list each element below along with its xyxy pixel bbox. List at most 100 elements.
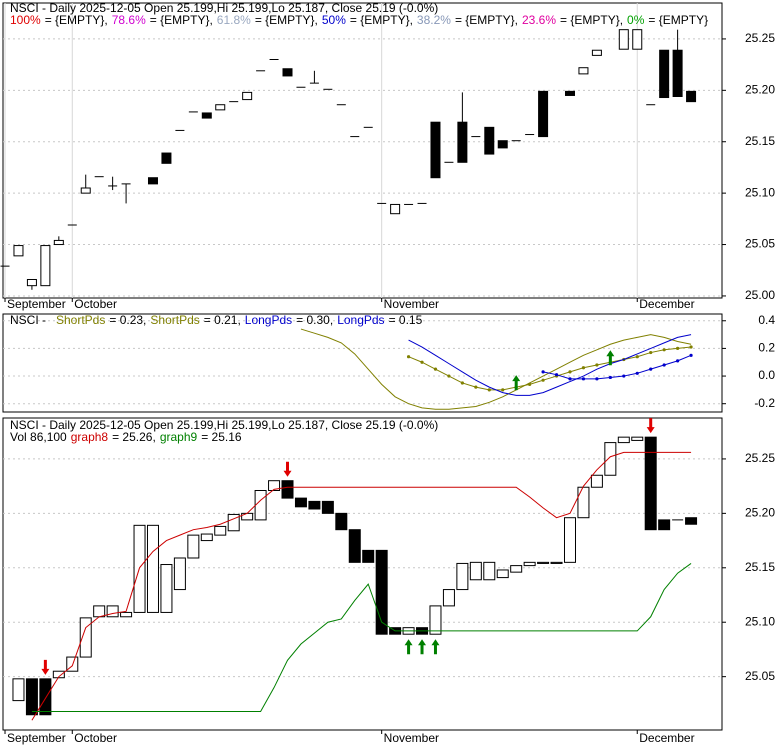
x-tick-label: December bbox=[639, 731, 694, 745]
candle-body bbox=[631, 436, 644, 441]
candle-body bbox=[375, 549, 388, 635]
candle-body bbox=[147, 177, 158, 185]
candle-body bbox=[106, 605, 119, 618]
y-tick-label: 25.15 bbox=[745, 134, 775, 148]
candle-body bbox=[161, 152, 172, 164]
fib-level-name: 23.6% bbox=[522, 13, 556, 27]
y-tick-label: 0.4 bbox=[758, 313, 775, 327]
series-dot bbox=[460, 381, 464, 385]
series-dot bbox=[433, 367, 438, 371]
candle-body bbox=[632, 29, 643, 50]
candle-body bbox=[187, 534, 200, 559]
y-tick-label: 25.15 bbox=[745, 560, 775, 574]
candle-body bbox=[201, 112, 212, 119]
buy-signal bbox=[418, 639, 427, 655]
candle-body bbox=[214, 525, 227, 536]
candle-body bbox=[497, 140, 508, 149]
series-dot bbox=[581, 377, 586, 381]
candle-body bbox=[604, 442, 617, 476]
candle-body bbox=[658, 519, 671, 531]
series-dot bbox=[420, 360, 424, 364]
candle-body bbox=[483, 561, 496, 581]
fib-level-name: 100% bbox=[10, 13, 41, 27]
legend-value: = 0.21, bbox=[204, 313, 241, 327]
fib-level-value: = {EMPTY}, bbox=[255, 13, 318, 27]
x-tick-label: September bbox=[7, 297, 66, 311]
legend-name: LongPds bbox=[337, 313, 384, 327]
candle-body bbox=[25, 678, 38, 716]
series-dot bbox=[406, 355, 411, 359]
candle-body bbox=[564, 90, 575, 96]
fib-level-name: 61.8% bbox=[217, 13, 251, 27]
candle-body bbox=[523, 561, 536, 567]
series-dot bbox=[541, 370, 545, 374]
x-tick-label: November bbox=[384, 297, 439, 311]
series-dot bbox=[595, 377, 599, 381]
candle-body bbox=[160, 564, 173, 613]
series-dot bbox=[622, 374, 626, 378]
candle-body bbox=[227, 513, 240, 532]
series-line bbox=[542, 354, 692, 380]
y-tick-label: -0.2 bbox=[754, 396, 775, 410]
candle-body bbox=[200, 533, 213, 542]
candle-body bbox=[241, 512, 254, 521]
series-dot bbox=[662, 363, 666, 367]
buy-signal bbox=[606, 350, 615, 366]
buy-signal bbox=[404, 639, 413, 655]
candle-body bbox=[242, 91, 253, 101]
candle-body bbox=[215, 104, 226, 111]
series-dot bbox=[635, 355, 639, 359]
candle-body bbox=[591, 49, 602, 56]
y-tick-label: 25.00 bbox=[745, 288, 775, 302]
legend-value: = 25.26, bbox=[112, 430, 156, 444]
candle-body bbox=[26, 278, 37, 287]
candle-body bbox=[617, 436, 630, 444]
candle-body bbox=[53, 239, 64, 246]
series-dot bbox=[676, 346, 680, 351]
candle-body bbox=[442, 589, 455, 607]
fib-level-value: = {EMPTY}, bbox=[350, 13, 413, 27]
candle-body bbox=[254, 489, 267, 521]
candle-body bbox=[484, 126, 495, 155]
candle-body bbox=[308, 500, 321, 510]
candle-body bbox=[538, 90, 549, 138]
candle-body bbox=[335, 512, 348, 531]
series-dot bbox=[474, 385, 478, 389]
buy-signal bbox=[512, 375, 521, 391]
series-dot bbox=[649, 350, 653, 355]
series-dot bbox=[487, 388, 491, 392]
legend: Vol 86,100 graph8 = 25.26, graph9 = 25.16 bbox=[10, 430, 242, 444]
series-line bbox=[31, 563, 692, 712]
candle-body bbox=[66, 656, 79, 672]
candle-body bbox=[282, 68, 293, 77]
panel-title: NSCI - Daily 2025-12-05 Open 25.199,Hi 2… bbox=[10, 1, 438, 15]
sell-signal bbox=[41, 659, 50, 675]
x-tick-label: October bbox=[74, 731, 117, 745]
y-tick-label: 25.25 bbox=[745, 451, 775, 465]
candle-body bbox=[563, 517, 576, 563]
sell-signal bbox=[646, 418, 655, 434]
fib-level-value: = {EMPTY}, bbox=[150, 13, 213, 27]
fib-level-value: = {EMPTY}, bbox=[560, 13, 623, 27]
x-tick-label: October bbox=[74, 297, 117, 311]
series-line bbox=[31, 451, 692, 721]
y-tick-label: 0.0 bbox=[758, 368, 775, 382]
candle-body bbox=[13, 245, 24, 257]
y-tick-label: 25.05 bbox=[745, 237, 775, 251]
candle-body bbox=[496, 569, 509, 579]
candle-body bbox=[578, 67, 589, 75]
candle-body bbox=[146, 524, 159, 613]
series-dot bbox=[689, 345, 693, 349]
candle-body bbox=[39, 678, 52, 716]
candle-body bbox=[120, 611, 133, 618]
series-dot bbox=[528, 382, 532, 386]
series-dot bbox=[541, 378, 545, 382]
series-dot bbox=[608, 375, 612, 380]
candle-body bbox=[321, 500, 334, 514]
candle-body bbox=[362, 549, 375, 563]
candle-body bbox=[12, 678, 25, 702]
y-tick-label: 25.05 bbox=[745, 669, 775, 683]
candle-body bbox=[686, 90, 697, 103]
series-dot bbox=[568, 370, 572, 374]
